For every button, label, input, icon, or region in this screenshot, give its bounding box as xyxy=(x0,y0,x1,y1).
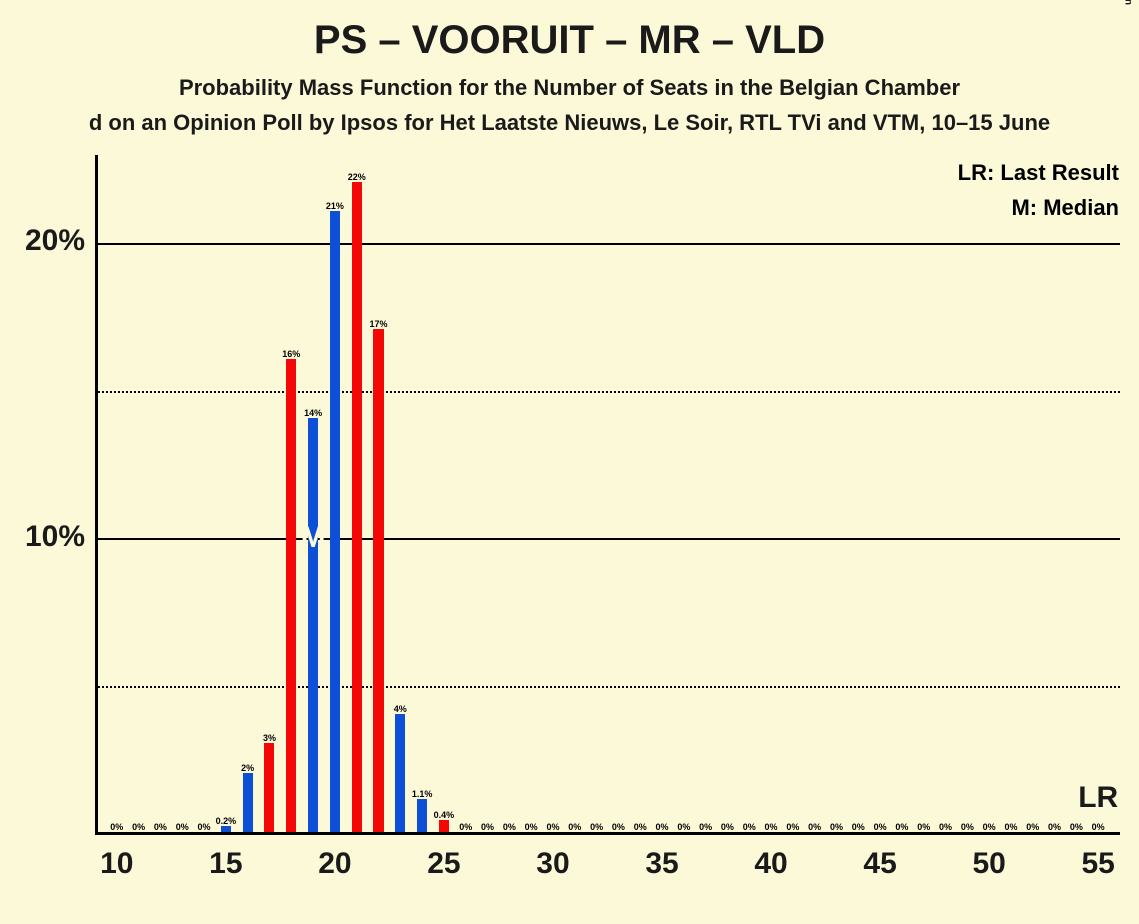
bar xyxy=(352,182,362,832)
bar-value-label: 0% xyxy=(171,822,193,832)
bar xyxy=(243,773,253,832)
x-tick-label: 55 xyxy=(1068,847,1128,881)
bar-value-label: 0% xyxy=(869,822,891,832)
bar xyxy=(308,418,318,832)
bar-value-label: 0% xyxy=(564,822,586,832)
bar xyxy=(373,329,383,832)
lr-marker: LR xyxy=(1078,781,1118,815)
bar-value-label: 0% xyxy=(498,822,520,832)
bar xyxy=(264,743,274,832)
gridline-minor xyxy=(95,686,1120,688)
bar-value-label: 0% xyxy=(586,822,608,832)
gridline-minor xyxy=(95,391,1120,393)
bar-value-label: 0% xyxy=(542,822,564,832)
x-tick-label: 40 xyxy=(741,847,801,881)
bar-value-label: 0% xyxy=(847,822,869,832)
bar-value-label: 0% xyxy=(1022,822,1044,832)
chart-title: PS – VOORUIT – MR – VLD xyxy=(0,18,1139,63)
median-marker: M xyxy=(293,521,333,555)
bar-value-label: 0% xyxy=(760,822,782,832)
bar xyxy=(286,359,296,832)
plot-area: 0%0%0%0%0%0.2%2%3%16%14%21%22%17%4%1.1%0… xyxy=(95,155,1120,835)
gridline-major xyxy=(95,243,1120,245)
x-axis xyxy=(95,832,1120,835)
bar-value-label: 0% xyxy=(1000,822,1022,832)
bar-value-label: 0% xyxy=(629,822,651,832)
bar-value-label: 4% xyxy=(389,704,411,714)
bar xyxy=(395,714,405,832)
bar-value-label: 0% xyxy=(608,822,630,832)
bar-value-label: 0% xyxy=(782,822,804,832)
bar-value-label: 0% xyxy=(935,822,957,832)
bar-value-label: 0% xyxy=(520,822,542,832)
bar-value-label: 22% xyxy=(346,172,368,182)
bar-value-label: 0% xyxy=(891,822,913,832)
bar-value-label: 0% xyxy=(738,822,760,832)
bar-value-label: 16% xyxy=(280,349,302,359)
chart-canvas: PS – VOORUIT – MR – VLD Probability Mass… xyxy=(0,0,1139,924)
bar-value-label: 0% xyxy=(913,822,935,832)
chart-subsubtitle: d on an Opinion Poll by Ipsos for Het La… xyxy=(0,110,1139,136)
x-tick-label: 20 xyxy=(305,847,365,881)
bar-value-label: 0% xyxy=(717,822,739,832)
bar xyxy=(439,820,449,832)
bar-value-label: 0% xyxy=(978,822,1000,832)
bar-value-label: 1.1% xyxy=(411,789,433,799)
bar-value-label: 0% xyxy=(477,822,499,832)
x-tick-label: 45 xyxy=(850,847,910,881)
x-tick-label: 35 xyxy=(632,847,692,881)
copyright-text: © 2024 Filip van Laenen xyxy=(1123,0,1134,5)
bar-value-label: 0% xyxy=(1044,822,1066,832)
bar-value-label: 0% xyxy=(1065,822,1087,832)
bar-value-label: 0% xyxy=(673,822,695,832)
x-tick-label: 50 xyxy=(959,847,1019,881)
bar-value-label: 0% xyxy=(1087,822,1109,832)
bar-value-label: 0% xyxy=(106,822,128,832)
bar-value-label: 2% xyxy=(237,763,259,773)
bar-value-label: 0% xyxy=(128,822,150,832)
x-tick-label: 15 xyxy=(196,847,256,881)
bar-value-label: 17% xyxy=(368,319,390,329)
bar-value-label: 0% xyxy=(695,822,717,832)
bar-value-label: 0.4% xyxy=(433,810,455,820)
bar xyxy=(417,799,427,832)
bar-value-label: 0% xyxy=(150,822,172,832)
bar-value-label: 3% xyxy=(259,733,281,743)
x-tick-label: 10 xyxy=(87,847,147,881)
bar-value-label: 14% xyxy=(302,408,324,418)
gridline-major xyxy=(95,538,1120,540)
x-tick-label: 25 xyxy=(414,847,474,881)
bar-value-label: 0% xyxy=(193,822,215,832)
bar-value-label: 0% xyxy=(651,822,673,832)
y-axis xyxy=(95,155,98,835)
chart-subtitle: Probability Mass Function for the Number… xyxy=(0,75,1139,101)
x-tick-label: 30 xyxy=(523,847,583,881)
y-tick-label: 10% xyxy=(5,520,85,554)
bar-value-label: 0% xyxy=(455,822,477,832)
bar-value-label: 21% xyxy=(324,201,346,211)
bar-value-label: 0% xyxy=(956,822,978,832)
bar-value-label: 0% xyxy=(826,822,848,832)
y-tick-label: 20% xyxy=(5,224,85,258)
bar-value-label: 0.2% xyxy=(215,816,237,826)
bar-value-label: 0% xyxy=(804,822,826,832)
